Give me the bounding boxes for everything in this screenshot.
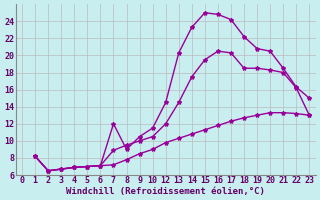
X-axis label: Windchill (Refroidissement éolien,°C): Windchill (Refroidissement éolien,°C): [66, 187, 265, 196]
